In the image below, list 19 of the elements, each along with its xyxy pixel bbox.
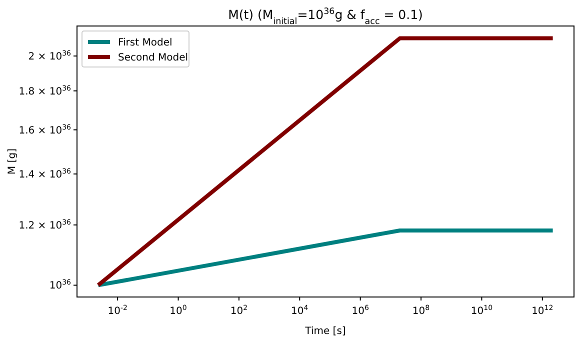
x-tick-label: 10$^{12}$ — [532, 304, 554, 317]
x-tick-label: 10$^{2}$ — [230, 304, 248, 317]
legend-label: First Model — [118, 38, 172, 48]
y-tick-label: 10$^{36}$ — [49, 278, 72, 292]
x-tick-label: 10$^{0}$ — [170, 304, 187, 317]
y-axis-title: M [g] — [7, 148, 18, 174]
y-tick-label: 1.8 × 10$^{36}$ — [18, 84, 72, 98]
y-tick-label: 1.4 × 10$^{36}$ — [18, 167, 72, 180]
x-tick-label: 10$^{4}$ — [291, 304, 309, 317]
y-tick-label: 1.6 × 10$^{36}$ — [18, 123, 72, 136]
x-tick-label: 10$^{-2}$ — [108, 304, 128, 317]
y-tick-label: 2 × 10$^{36}$ — [28, 50, 72, 63]
x-tick-label: 10$^{8}$ — [412, 304, 430, 317]
chart-title: M(t) (M$_{initial}$=10$^{36}$g & f$_{acc}$ = 0.1) — [228, 7, 423, 27]
x-tick-label: 10$^{6}$ — [352, 304, 370, 317]
legend-label: Second Model — [118, 52, 188, 64]
y-tick-label: 1.2 × 10$^{36}$ — [18, 218, 72, 232]
x-tick-label: 10$^{10}$ — [470, 304, 493, 317]
x-axis-title: Time [s] — [304, 326, 346, 337]
